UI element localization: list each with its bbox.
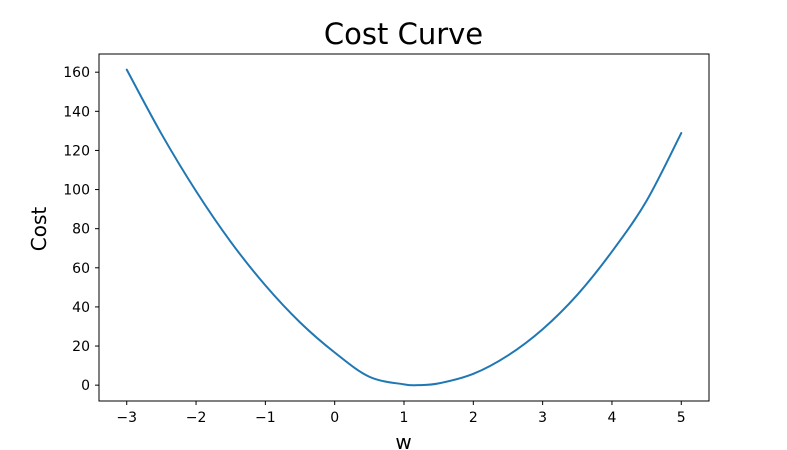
chart-title: Cost Curve xyxy=(324,17,483,51)
series-layer xyxy=(125,68,683,387)
x-axis-label: w xyxy=(395,430,411,450)
y-axis-label: Cost xyxy=(27,207,51,252)
cost-line xyxy=(125,68,683,387)
x-tick-label: 2 xyxy=(469,410,478,426)
x-tick-label: 4 xyxy=(607,410,616,426)
y-tick-label: 120 xyxy=(63,143,90,159)
y-axis-ticks: 0 20 40 60 80 100 120 140 160 xyxy=(63,65,99,394)
y-tick-label: 0 xyxy=(81,378,90,394)
x-tick-label: 3 xyxy=(538,410,547,426)
y-tick-label: 160 xyxy=(63,65,90,81)
x-tick-label: 0 xyxy=(330,410,339,426)
y-tick-label: 40 xyxy=(72,300,90,316)
x-tick-label: 1 xyxy=(400,410,409,426)
x-tick-label: 5 xyxy=(677,410,686,426)
y-tick-label: 80 xyxy=(72,222,90,238)
x-tick-label: −2 xyxy=(186,410,207,426)
x-tick-label: −1 xyxy=(255,410,276,426)
y-tick-label: 140 xyxy=(63,104,90,120)
x-axis-ticks: −3 −2 −1 0 1 2 3 4 5 xyxy=(116,401,686,426)
y-tick-label: 60 xyxy=(72,261,90,277)
x-tick-label: −3 xyxy=(116,410,137,426)
y-tick-label: 100 xyxy=(63,183,90,199)
y-tick-label: 20 xyxy=(72,339,90,355)
